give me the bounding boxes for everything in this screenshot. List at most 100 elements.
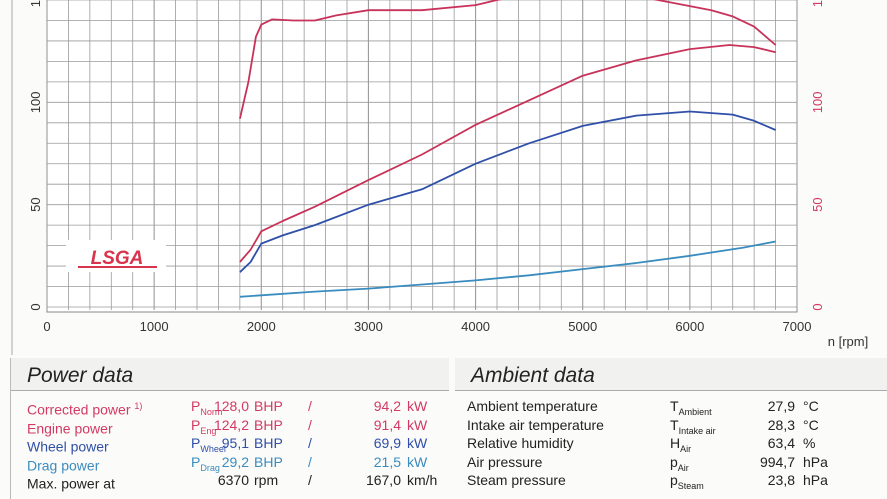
ambient-symbol: TIntake air <box>670 416 716 440</box>
ambient-value: 27,9 <box>767 398 795 414</box>
symbol-subscript: Ambient <box>678 406 712 417</box>
value-bhp: 128,0 <box>213 398 249 414</box>
ambient-row: Air pressure pAir 994,7 hPa <box>455 453 887 473</box>
ambient-data-panel: Ambient data Ambient temperature TAmbien… <box>455 358 887 499</box>
value-bhp: 95,1 <box>221 435 249 451</box>
power-label: Max. power at <box>27 471 115 493</box>
unit-bhp: BHP <box>254 398 283 414</box>
power-symbol: PEng <box>191 416 216 440</box>
x-tick-label: 1000 <box>140 319 169 334</box>
power-symbol: PWheel <box>191 434 226 458</box>
symbol-subscript: Steam <box>677 480 704 491</box>
x-tick-label: 0 <box>43 319 50 334</box>
ambient-unit: % <box>803 435 816 451</box>
ambient-label: Ambient temperature <box>467 398 598 414</box>
ambient-row: Relative humidity HAir 63,4 % <box>455 434 887 454</box>
power-symbol: PNorm <box>191 397 222 421</box>
symbol-subscript: Norm <box>200 406 223 417</box>
symbol-text: p <box>670 472 678 488</box>
unit-bhp: BHP <box>254 435 283 451</box>
ambient-unit: hPa <box>803 453 828 470</box>
unit-kw: kW <box>407 416 428 433</box>
power-row: Max. power at 6370 rpm / 167,0 km/h <box>11 471 449 493</box>
symbol-subscript: Air <box>677 462 689 473</box>
unit-kw: kW <box>407 398 428 414</box>
label-text: Wheel power <box>27 438 109 455</box>
unit-kw: kW <box>407 453 428 470</box>
ambient-label: Steam pressure <box>467 472 566 488</box>
separator: / <box>308 416 312 433</box>
ambient-value: 23,8 <box>767 472 795 488</box>
symbol-text: H <box>670 435 681 451</box>
x-tick-label: 7000 <box>783 319 812 334</box>
y-tick-label-right: 100 <box>810 91 825 113</box>
value-kw: 21,5 <box>373 453 401 470</box>
x-tick-label: 2000 <box>247 319 276 334</box>
y-tick-label-right: 15 <box>810 0 825 7</box>
symbol-text: P <box>191 453 201 470</box>
power-data-panel: Power data Corrected power 1) PNorm 128,… <box>10 358 449 499</box>
power-data-title: Power data <box>11 358 449 391</box>
y-tick-label-left: 50 <box>28 197 43 211</box>
value-bhp: 6370 <box>217 472 249 488</box>
x-tick-label: 3000 <box>354 319 383 334</box>
symbol-subscript: Eng <box>200 425 217 436</box>
ambient-row: Steam pressure pSteam 23,8 hPa <box>455 471 887 491</box>
power-label: Drag power <box>27 453 99 475</box>
x-tick-label: 6000 <box>675 319 704 334</box>
power-label: Wheel power <box>27 434 109 456</box>
x-tick-label: 4000 <box>461 319 490 334</box>
label-text: Engine power <box>27 420 113 437</box>
symbol-subscript: Intake air <box>678 425 716 436</box>
ambient-symbol: pSteam <box>670 471 704 495</box>
symbol-subscript: Wheel <box>200 443 226 454</box>
unit-kw: kW <box>407 435 428 451</box>
series-line-torque <box>239 0 777 119</box>
power-symbol: PDrag <box>191 453 220 477</box>
value-kw: 91,4 <box>373 416 401 433</box>
y-tick-label-right: 0 <box>810 303 825 310</box>
power-row: Wheel power PWheel 95,1 BHP / 69,9 kW <box>11 434 449 456</box>
power-row: Drag power PDrag 29,2 BHP / 21,5 kW <box>11 453 449 475</box>
symbol-text: P <box>191 398 201 414</box>
series-line-drag-power <box>239 240 776 298</box>
separator: / <box>308 398 312 414</box>
unit-kw: km/h <box>407 472 438 488</box>
unit-bhp: rpm <box>254 472 279 488</box>
ambient-unit: °C <box>803 398 819 414</box>
ambient-data-title: Ambient data <box>455 358 887 391</box>
footnote-marker: 1) <box>134 401 143 411</box>
ambient-value: 28,3 <box>767 416 795 433</box>
ambient-symbol: TAmbient <box>670 397 712 421</box>
symbol-subscript: Drag <box>200 462 220 473</box>
y-tick-label-left: 100 <box>28 91 43 113</box>
symbol-text: P <box>191 416 201 433</box>
symbol-text: p <box>670 453 678 470</box>
separator: / <box>308 435 312 451</box>
value-bhp: 29,2 <box>221 453 249 470</box>
ambient-unit: °C <box>803 416 819 433</box>
symbol-text: T <box>670 416 679 433</box>
power-row: Corrected power 1) PNorm 128,0 BHP / 94,… <box>11 397 449 419</box>
ambient-label: Air pressure <box>467 453 543 470</box>
separator: / <box>308 453 312 470</box>
x-axis-label: n [rpm] <box>828 334 868 349</box>
label-text: Corrected power <box>27 401 131 418</box>
x-tick-label: 5000 <box>568 319 597 334</box>
separator: / <box>308 472 312 488</box>
power-label: Engine power <box>27 416 113 438</box>
unit-bhp: BHP <box>254 416 283 433</box>
ambient-row: Intake air temperature TIntake air 28,3 … <box>455 416 887 436</box>
y-tick-label-left: 15 <box>28 0 43 7</box>
ambient-value: 63,4 <box>767 435 795 451</box>
power-label: Corrected power 1) <box>27 397 142 419</box>
ambient-row: Ambient temperature TAmbient 27,9 °C <box>455 397 887 417</box>
label-text: Max. power at <box>27 475 115 492</box>
label-text: Drag power <box>27 457 100 474</box>
lsga-logo: LSGA <box>91 248 144 269</box>
series-line-corrected-power <box>239 44 776 263</box>
y-tick-label-left: 0 <box>28 303 43 310</box>
symbol-subscript: Air <box>680 443 692 454</box>
y-tick-label-right: 50 <box>810 197 825 211</box>
